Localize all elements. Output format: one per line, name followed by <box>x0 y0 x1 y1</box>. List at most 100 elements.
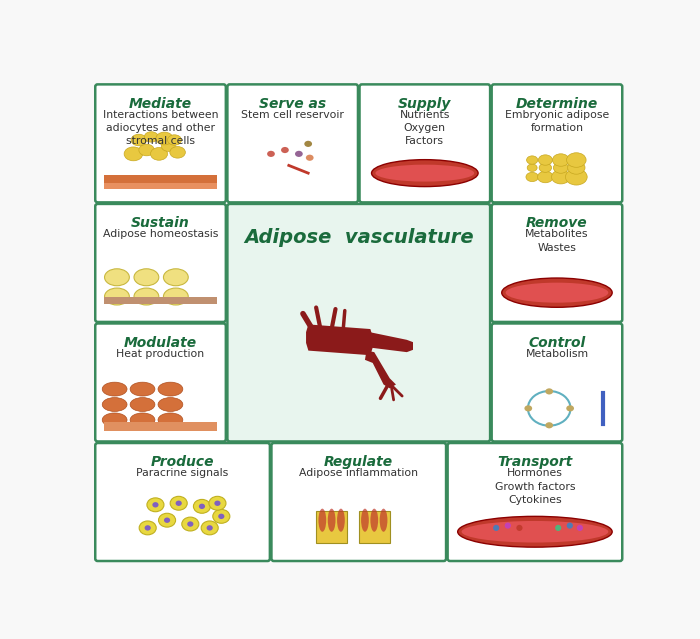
Ellipse shape <box>176 500 182 506</box>
FancyArrow shape <box>284 202 301 214</box>
Ellipse shape <box>193 500 211 513</box>
Ellipse shape <box>134 269 159 286</box>
Text: Interactions between
adiocytes and other
stromal cells: Interactions between adiocytes and other… <box>103 110 218 146</box>
Text: Sustain: Sustain <box>131 216 190 230</box>
Bar <box>104 296 217 304</box>
Ellipse shape <box>337 509 345 532</box>
Text: Remove: Remove <box>526 216 588 230</box>
Text: Embryonic adipose
formation: Embryonic adipose formation <box>505 110 609 133</box>
FancyArrow shape <box>220 197 235 212</box>
FancyBboxPatch shape <box>360 84 490 203</box>
Ellipse shape <box>209 497 226 510</box>
FancyArrow shape <box>480 374 492 391</box>
Ellipse shape <box>577 525 583 531</box>
Ellipse shape <box>214 500 220 506</box>
Ellipse shape <box>517 525 522 531</box>
Ellipse shape <box>545 389 553 394</box>
FancyArrow shape <box>480 254 492 272</box>
Ellipse shape <box>361 509 369 532</box>
Ellipse shape <box>461 521 608 543</box>
Ellipse shape <box>150 148 167 160</box>
Text: Mediate: Mediate <box>129 96 192 111</box>
FancyBboxPatch shape <box>491 204 622 322</box>
Text: Control: Control <box>528 335 586 350</box>
Polygon shape <box>365 351 396 389</box>
FancyArrow shape <box>416 202 433 214</box>
Ellipse shape <box>206 525 213 530</box>
Ellipse shape <box>102 382 127 396</box>
Ellipse shape <box>567 523 573 528</box>
Ellipse shape <box>539 163 552 173</box>
FancyArrow shape <box>350 431 368 443</box>
Ellipse shape <box>102 397 127 412</box>
Ellipse shape <box>147 498 164 512</box>
Ellipse shape <box>139 144 154 156</box>
Text: Metabolism: Metabolism <box>526 349 589 359</box>
FancyBboxPatch shape <box>491 84 622 203</box>
Text: Transport: Transport <box>497 456 573 469</box>
Ellipse shape <box>375 165 474 181</box>
FancyBboxPatch shape <box>95 323 226 442</box>
Ellipse shape <box>566 405 574 412</box>
Ellipse shape <box>555 525 561 531</box>
Ellipse shape <box>124 147 143 161</box>
Ellipse shape <box>267 151 275 157</box>
Ellipse shape <box>538 155 552 166</box>
Ellipse shape <box>372 160 478 187</box>
Ellipse shape <box>505 523 511 528</box>
FancyArrow shape <box>458 434 491 450</box>
Ellipse shape <box>304 141 312 147</box>
Ellipse shape <box>144 132 158 142</box>
Ellipse shape <box>566 153 586 167</box>
FancyBboxPatch shape <box>447 443 622 561</box>
Ellipse shape <box>328 509 335 532</box>
Ellipse shape <box>552 154 569 166</box>
Text: Adipose  vasculature: Adipose vasculature <box>244 227 474 247</box>
Text: Modulate: Modulate <box>124 335 197 350</box>
Text: Adipose homeostasis: Adipose homeostasis <box>103 229 218 240</box>
FancyArrow shape <box>225 254 237 272</box>
Ellipse shape <box>281 147 289 153</box>
Ellipse shape <box>199 504 205 509</box>
Ellipse shape <box>158 413 183 427</box>
Polygon shape <box>370 332 413 352</box>
Ellipse shape <box>526 173 538 181</box>
Ellipse shape <box>158 382 183 396</box>
Ellipse shape <box>502 278 612 307</box>
Ellipse shape <box>161 141 175 151</box>
Ellipse shape <box>102 413 127 427</box>
Ellipse shape <box>134 288 159 305</box>
Ellipse shape <box>552 170 570 184</box>
Ellipse shape <box>538 171 553 183</box>
Text: Produce: Produce <box>150 456 214 469</box>
FancyBboxPatch shape <box>272 443 446 561</box>
FancyArrow shape <box>478 197 493 212</box>
Ellipse shape <box>164 269 188 286</box>
Ellipse shape <box>566 169 587 185</box>
Ellipse shape <box>153 502 158 507</box>
FancyBboxPatch shape <box>491 323 622 442</box>
Text: Hormones
Growth factors
Cytokines: Hormones Growth factors Cytokines <box>495 468 575 505</box>
Ellipse shape <box>182 517 199 531</box>
FancyBboxPatch shape <box>228 84 358 203</box>
Bar <box>104 176 217 183</box>
Ellipse shape <box>130 413 155 427</box>
Ellipse shape <box>370 509 378 532</box>
Ellipse shape <box>170 497 187 510</box>
Ellipse shape <box>318 509 326 532</box>
Text: Metabolites
Wastes: Metabolites Wastes <box>525 229 589 252</box>
Text: Heat production: Heat production <box>116 349 204 359</box>
Ellipse shape <box>526 156 538 164</box>
Ellipse shape <box>568 161 585 174</box>
FancyBboxPatch shape <box>95 443 270 561</box>
FancyArrow shape <box>196 434 228 450</box>
Text: Determine: Determine <box>516 96 598 111</box>
Ellipse shape <box>164 518 170 523</box>
Ellipse shape <box>104 269 130 286</box>
Ellipse shape <box>545 422 553 428</box>
Text: Paracrine signals: Paracrine signals <box>136 468 229 479</box>
Ellipse shape <box>167 135 181 145</box>
Bar <box>104 422 217 431</box>
Text: Serve as: Serve as <box>259 96 326 111</box>
Ellipse shape <box>158 513 176 527</box>
